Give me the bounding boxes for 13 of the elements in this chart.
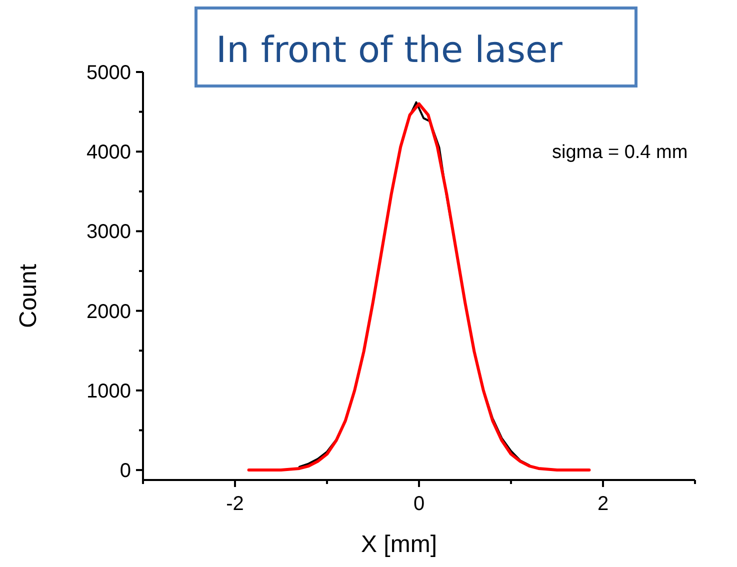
y-axis-title: Count <box>15 264 42 328</box>
y-tick-label: 5000 <box>86 62 131 84</box>
x-tick-label: 0 <box>413 493 425 515</box>
y-tick-label: 2000 <box>86 300 131 323</box>
x-tick-label: -2 <box>226 493 244 515</box>
x-tick-label: 2 <box>597 493 609 515</box>
y-tick-label: 3000 <box>86 221 131 244</box>
x-axis-title: X [mm] <box>361 531 437 558</box>
y-tick-label: 1000 <box>86 380 131 402</box>
annotation: sigma = 0.4 mm <box>552 142 688 163</box>
y-tick-label: 0 <box>120 460 131 482</box>
y-tick-label: 4000 <box>86 142 131 164</box>
chart-title: In front of the laser <box>216 30 563 71</box>
